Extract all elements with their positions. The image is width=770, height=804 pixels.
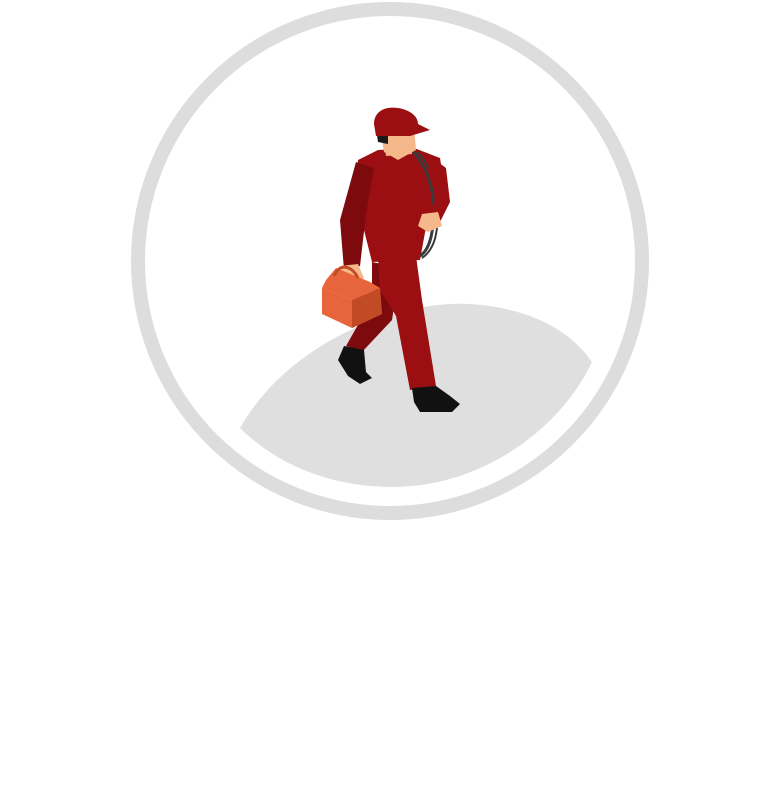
right-arm — [428, 156, 450, 222]
torso — [356, 148, 446, 262]
toolbox-handle — [332, 265, 360, 279]
toolbox-side — [352, 288, 382, 328]
ring-circle — [131, 2, 649, 520]
right-hand — [418, 212, 442, 232]
toolbox-lid — [322, 268, 380, 300]
cap-icon — [374, 107, 430, 136]
right-leg — [378, 256, 436, 390]
cable-coil — [410, 148, 436, 258]
left-boot-icon — [338, 346, 372, 384]
right-boot-icon — [412, 386, 460, 412]
left-arm — [340, 162, 374, 270]
